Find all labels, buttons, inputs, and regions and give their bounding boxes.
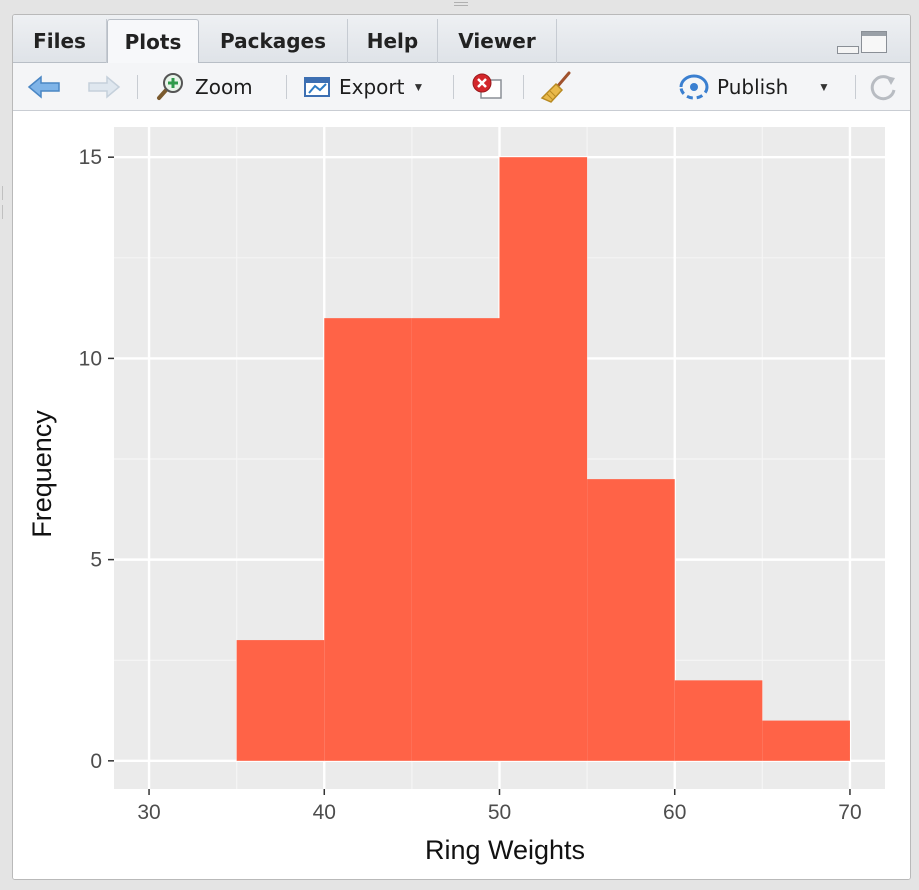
forward-arrow-icon: [88, 75, 121, 99]
histogram-bar: [411, 318, 500, 761]
tab-help[interactable]: Help: [348, 19, 438, 63]
plot-viewer: 30 40 50 60 70 0 5 10 15 Ring Weights Frequency: [13, 111, 910, 879]
y-axis-title: Frequency: [27, 410, 57, 538]
tab-plots[interactable]: Plots: [107, 19, 199, 64]
zoom-label: Zoom: [195, 75, 253, 99]
minimize-pane-icon[interactable]: [835, 37, 859, 55]
y-tick-label: 0: [90, 750, 102, 773]
panel-resize-grip[interactable]: [454, 2, 468, 10]
export-dropdown-icon: ▼: [412, 80, 425, 94]
tab-packages[interactable]: Packages: [199, 19, 348, 63]
x-tick-label: 70: [838, 801, 861, 824]
refresh-icon: [870, 75, 896, 101]
histogram-bar: [674, 680, 763, 761]
remove-plot-icon: [472, 73, 502, 99]
publish-button[interactable]: Publish: [677, 63, 788, 111]
x-tick-label: 40: [313, 801, 336, 824]
back-arrow-icon: [27, 75, 60, 99]
histogram-chart: 30 40 50 60 70 0 5 10 15 Ring Weights Frequency: [27, 127, 885, 865]
remove-plot-button[interactable]: [469, 63, 505, 111]
back-button[interactable]: [27, 63, 63, 111]
zoom-icon: [157, 73, 183, 100]
y-tick-label: 15: [79, 146, 102, 169]
maximize-pane-icon[interactable]: [861, 31, 887, 53]
plots-pane: Files Plots Packages Help Viewer Zo: [12, 14, 911, 880]
x-tick-label: 60: [663, 801, 686, 824]
pane-splitter-handle[interactable]: [2, 186, 5, 219]
tab-viewer[interactable]: Viewer: [438, 19, 557, 63]
publish-dropdown-button[interactable]: ▼: [818, 63, 830, 111]
x-tick-label: 50: [488, 801, 511, 824]
y-tick-label: 10: [79, 347, 102, 370]
refresh-button[interactable]: [867, 63, 899, 111]
clear-all-broom-icon: [540, 71, 571, 103]
export-menu-button[interactable]: Export ▼: [301, 63, 424, 111]
forward-button[interactable]: [85, 63, 121, 111]
clear-all-plots-button[interactable]: [539, 63, 575, 111]
histogram-bar: [236, 640, 325, 761]
histogram-bar: [324, 318, 412, 761]
histogram-bar: [587, 479, 675, 761]
histogram-bar: [762, 720, 850, 761]
export-label: Export: [339, 75, 405, 99]
zoom-button[interactable]: Zoom: [153, 63, 253, 111]
x-axis-title: Ring Weights: [425, 835, 585, 865]
publish-dropdown-icon: ▼: [818, 80, 830, 94]
tab-files[interactable]: Files: [13, 19, 107, 63]
y-tick-label: 5: [90, 549, 102, 572]
publish-icon: [679, 74, 709, 100]
plots-toolbar: Zoom Export ▼: [13, 63, 910, 111]
tab-bar: Files Plots Packages Help Viewer: [13, 15, 910, 64]
publish-label: Publish: [717, 75, 789, 99]
x-tick-label: 30: [137, 801, 160, 824]
histogram-bar: [499, 157, 588, 761]
export-icon: [304, 77, 330, 97]
